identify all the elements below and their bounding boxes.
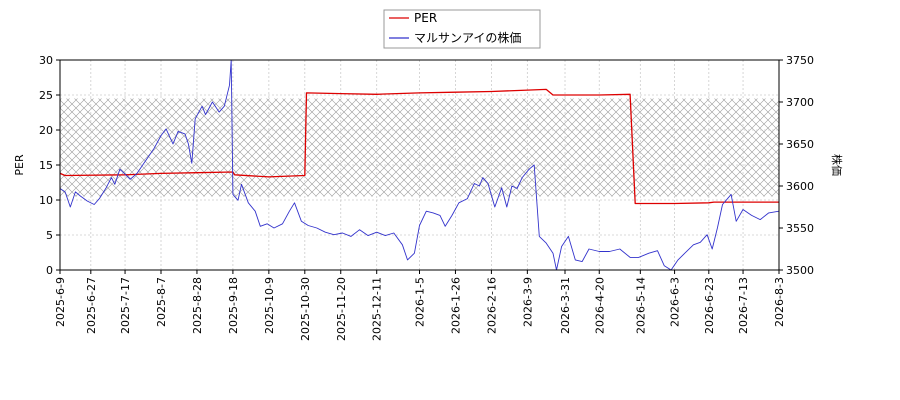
x-tick-label: 2025-11-20 — [335, 277, 348, 341]
legend-label-price: マルサンアイの株価 — [414, 30, 521, 45]
x-tick-label: 2026-1-5 — [414, 277, 427, 327]
left-tick-label: 10 — [39, 194, 53, 207]
left-tick-label: 15 — [39, 159, 53, 172]
series-line-per — [59, 88, 779, 205]
left-tick-label: 30 — [39, 54, 53, 67]
right-tick-label: 3750 — [786, 54, 814, 67]
right-axis-title: 株価 — [830, 154, 844, 176]
x-tick-label: 2025-7-17 — [119, 277, 132, 334]
left-axis-title: PER — [13, 154, 26, 176]
left-tick-label: 0 — [46, 264, 53, 277]
x-tick-label: 2025-9-18 — [227, 277, 240, 334]
x-tick-label: 2026-6-3 — [669, 277, 682, 327]
left-tick-label: 20 — [39, 124, 53, 137]
x-tick-label: 2026-1-26 — [450, 277, 463, 334]
x-tick-label: 2026-3-9 — [521, 277, 534, 327]
right-tick-label: 3600 — [786, 180, 814, 193]
x-tick-label: 2025-8-7 — [155, 277, 168, 327]
left-y-axis: 0 5 10 15 20 25 30 — [39, 54, 60, 277]
x-tick-label: 2025-12-11 — [371, 277, 384, 341]
x-tick-label: 2025-10-30 — [299, 277, 312, 341]
right-tick-label: 3700 — [786, 96, 814, 109]
series-layer — [59, 59, 780, 271]
series-line-price — [59, 59, 780, 271]
legend: PER マルサンアイの株価 — [383, 9, 541, 49]
right-tick-label: 3650 — [786, 138, 814, 151]
x-tick-label: 2025-8-28 — [191, 277, 204, 334]
x-tick-label: 2026-7-13 — [737, 277, 750, 334]
right-tick-label: 3550 — [786, 222, 814, 235]
x-axis: 2025-6-9 2025-6-27 2025-7-17 2025-8-7 2025-8… — [54, 270, 786, 341]
x-tick-label: 2026-5-14 — [634, 277, 647, 334]
x-tick-label: 2026-6-23 — [703, 277, 716, 334]
left-tick-label: 25 — [39, 89, 53, 102]
x-tick-label: 2025-6-27 — [85, 277, 98, 334]
legend-label-per: PER — [414, 11, 437, 25]
x-tick-label: 2026-3-31 — [559, 277, 572, 334]
x-tick-label: 2026-4-20 — [593, 277, 606, 334]
left-tick-label: 5 — [46, 229, 53, 242]
x-tick-label: 2025-6-9 — [54, 277, 67, 327]
x-tick-label: 2025-10-9 — [263, 277, 276, 334]
x-tick-label: 2026-2-16 — [485, 277, 498, 334]
x-tick-label: 2026-8-3 — [773, 277, 786, 327]
right-y-axis: 3500 3550 3600 3650 3700 3750 — [779, 54, 814, 277]
legend-box — [383, 9, 541, 49]
right-tick-label: 3500 — [786, 264, 814, 277]
